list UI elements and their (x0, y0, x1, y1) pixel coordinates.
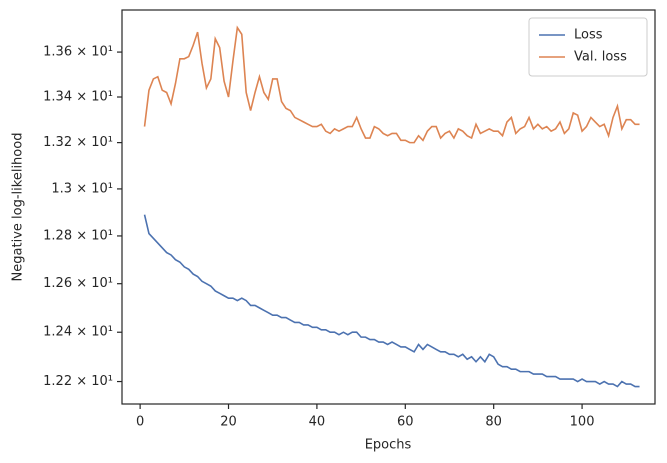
y-tick-label: 1.22 × 10¹ (43, 374, 113, 389)
y-tick-label: 1.3 × 10¹ (51, 181, 113, 196)
legend-label: Val. loss (574, 50, 627, 65)
line (143, 25, 640, 144)
y-tick-label: 1.34 × 10¹ (43, 90, 113, 105)
y-tick-label: 1.26 × 10¹ (43, 276, 113, 291)
plot-frame (121, 9, 656, 405)
x-tick-label: 40 (309, 415, 326, 430)
x-tick-label: 80 (485, 415, 502, 430)
y-tick-label: 1.36 × 10¹ (43, 45, 113, 60)
line (143, 214, 640, 388)
y-axis-label: Negative log-likelihood (11, 133, 26, 282)
x-tick-label: 60 (397, 415, 414, 430)
x-tick-label: 100 (570, 415, 595, 430)
x-tick-label: 0 (136, 415, 144, 430)
y-tick-label: 1.28 × 10¹ (43, 228, 113, 243)
legend-label: Loss (574, 28, 603, 43)
y-tick-label: 1.24 × 10¹ (43, 325, 113, 340)
x-tick-label: 20 (220, 415, 237, 430)
x-axis-label: Epochs (365, 438, 412, 453)
y-tick-label: 1.32 × 10¹ (43, 135, 113, 150)
legend-box (528, 17, 648, 77)
